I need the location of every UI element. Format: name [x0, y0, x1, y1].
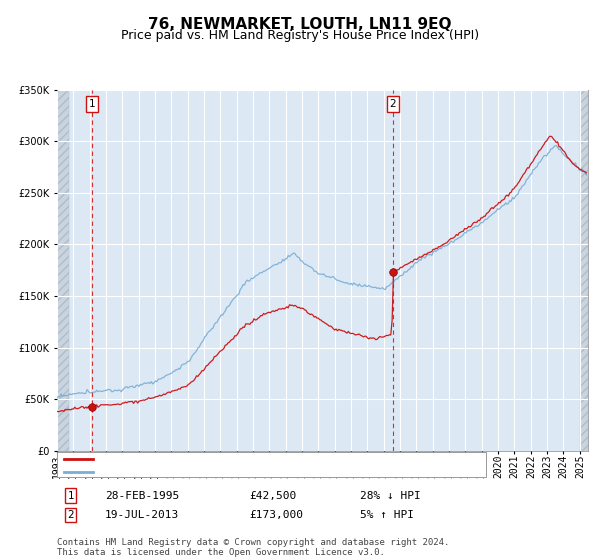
Text: 1: 1 — [67, 491, 74, 501]
Text: 28-FEB-1995: 28-FEB-1995 — [105, 491, 179, 501]
Text: 2: 2 — [67, 510, 74, 520]
Text: 28% ↓ HPI: 28% ↓ HPI — [360, 491, 421, 501]
Text: 5% ↑ HPI: 5% ↑ HPI — [360, 510, 414, 520]
Text: 1: 1 — [89, 99, 95, 109]
Text: £173,000: £173,000 — [249, 510, 303, 520]
Text: Price paid vs. HM Land Registry's House Price Index (HPI): Price paid vs. HM Land Registry's House … — [121, 29, 479, 42]
Text: 76, NEWMARKET, LOUTH, LN11 9EQ: 76, NEWMARKET, LOUTH, LN11 9EQ — [148, 17, 452, 32]
Bar — [57, 90, 69, 451]
Text: 19-JUL-2013: 19-JUL-2013 — [105, 510, 179, 520]
Text: Contains HM Land Registry data © Crown copyright and database right 2024.
This d: Contains HM Land Registry data © Crown c… — [57, 538, 449, 557]
Text: £42,500: £42,500 — [249, 491, 296, 501]
Text: 76, NEWMARKET, LOUTH, LN11 9EQ (detached house): 76, NEWMARKET, LOUTH, LN11 9EQ (detached… — [97, 454, 414, 464]
Text: 2: 2 — [389, 99, 396, 109]
Text: HPI: Average price, detached house, East Lindsey: HPI: Average price, detached house, East… — [97, 466, 421, 477]
Bar — [580, 90, 588, 451]
